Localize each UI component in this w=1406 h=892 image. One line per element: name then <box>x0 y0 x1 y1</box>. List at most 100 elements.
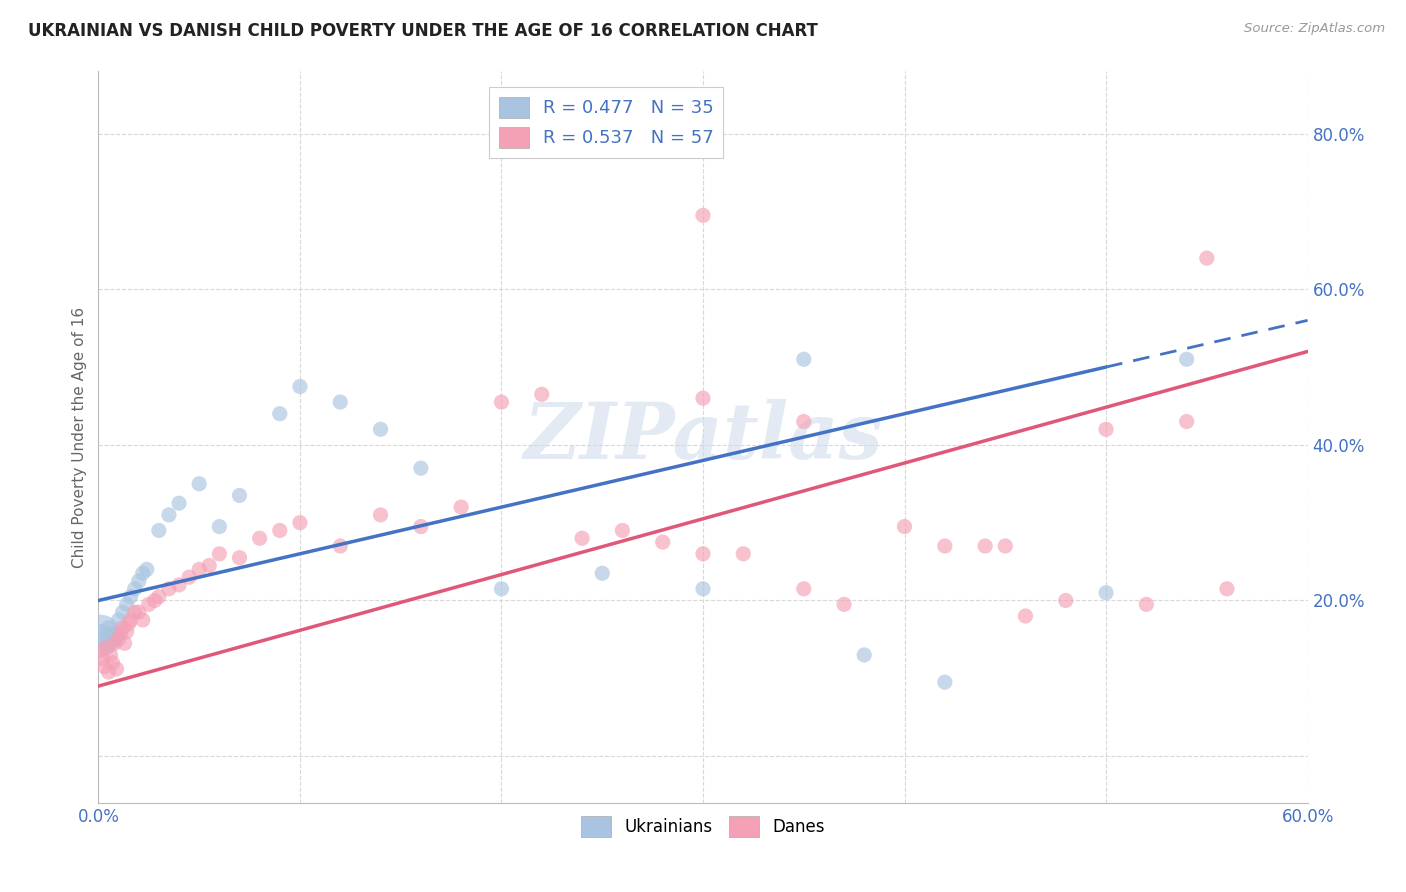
Point <box>93 632 115 647</box>
Point <box>491 582 513 596</box>
Point <box>103 626 125 640</box>
Point <box>135 562 157 576</box>
Point <box>1054 593 1077 607</box>
Point <box>128 574 150 588</box>
Point <box>591 566 613 581</box>
Point <box>114 636 136 650</box>
Point <box>138 598 160 612</box>
Point <box>491 395 513 409</box>
Point <box>249 531 271 545</box>
Point <box>793 582 815 596</box>
Point <box>208 547 231 561</box>
Point <box>1216 582 1239 596</box>
Point <box>370 508 392 522</box>
Point <box>100 628 122 642</box>
Point <box>208 519 231 533</box>
Point <box>111 621 134 635</box>
Point <box>571 531 593 545</box>
Point <box>288 379 311 393</box>
Point <box>96 640 118 655</box>
Point <box>101 634 124 648</box>
Point <box>120 613 142 627</box>
Point <box>1014 609 1036 624</box>
Point <box>832 598 855 612</box>
Point <box>118 616 141 631</box>
Point <box>269 407 291 421</box>
Point <box>188 562 211 576</box>
Point <box>100 648 122 662</box>
Point <box>692 391 714 405</box>
Point <box>450 500 472 515</box>
Y-axis label: Child Poverty Under the Age of 16: Child Poverty Under the Age of 16 <box>72 307 87 567</box>
Text: UKRAINIAN VS DANISH CHILD POVERTY UNDER THE AGE OF 16 CORRELATION CHART: UKRAINIAN VS DANISH CHILD POVERTY UNDER … <box>28 22 818 40</box>
Point <box>132 566 155 581</box>
Point <box>115 598 138 612</box>
Point <box>228 488 250 502</box>
Point <box>97 665 120 679</box>
Point <box>853 648 876 662</box>
Point <box>1135 598 1157 612</box>
Point <box>110 626 132 640</box>
Point <box>329 539 352 553</box>
Legend: Ukrainians, Danes: Ukrainians, Danes <box>572 807 834 846</box>
Point <box>91 624 114 639</box>
Point <box>115 624 138 639</box>
Point <box>793 415 815 429</box>
Point <box>93 659 115 673</box>
Point <box>167 496 190 510</box>
Point <box>157 508 180 522</box>
Point <box>370 422 392 436</box>
Point <box>409 519 432 533</box>
Point <box>105 631 128 645</box>
Point <box>269 524 291 538</box>
Text: Source: ZipAtlas.com: Source: ZipAtlas.com <box>1244 22 1385 36</box>
Point <box>692 547 714 561</box>
Point <box>124 582 146 596</box>
Point <box>1195 251 1218 265</box>
Point <box>733 547 755 561</box>
Point <box>157 582 180 596</box>
Point <box>107 632 129 647</box>
Point <box>288 516 311 530</box>
Point <box>89 644 111 658</box>
Point <box>101 656 124 670</box>
Text: ZIPatlas: ZIPatlas <box>523 399 883 475</box>
Point <box>111 605 134 619</box>
Point <box>148 524 170 538</box>
Point <box>120 590 142 604</box>
Point <box>1175 415 1198 429</box>
Point <box>103 636 125 650</box>
Point <box>329 395 352 409</box>
Point <box>105 662 128 676</box>
Point <box>893 519 915 533</box>
Point <box>409 461 432 475</box>
Point <box>974 539 997 553</box>
Point <box>128 605 150 619</box>
Point <box>179 570 201 584</box>
Point <box>651 535 673 549</box>
Point <box>97 621 120 635</box>
Point <box>934 539 956 553</box>
Point <box>107 613 129 627</box>
Point <box>793 352 815 367</box>
Point <box>198 558 221 573</box>
Point <box>124 605 146 619</box>
Point <box>612 524 634 538</box>
Point <box>994 539 1017 553</box>
Point <box>91 652 114 666</box>
Point <box>692 208 714 222</box>
Point <box>228 550 250 565</box>
Point <box>1095 585 1118 599</box>
Point <box>167 578 190 592</box>
Point <box>1095 422 1118 436</box>
Point <box>934 675 956 690</box>
Point <box>530 387 553 401</box>
Point <box>89 628 111 642</box>
Point <box>188 476 211 491</box>
Point <box>132 613 155 627</box>
Point <box>143 593 166 607</box>
Point <box>1175 352 1198 367</box>
Point <box>96 636 118 650</box>
Point <box>148 590 170 604</box>
Point <box>692 582 714 596</box>
